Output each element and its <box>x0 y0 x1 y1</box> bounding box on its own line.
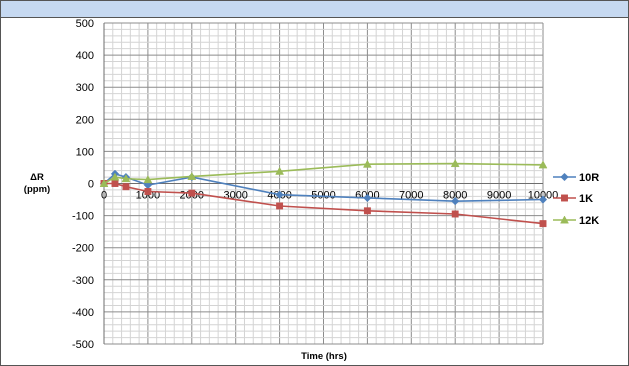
legend: 10R 1K 12K <box>553 172 599 227</box>
x-tick-label: 7000 <box>399 190 423 202</box>
y-tick-label: -500 <box>72 339 94 351</box>
data-point <box>539 220 547 228</box>
legend-marker <box>560 215 569 224</box>
data-point <box>110 172 120 181</box>
data-point <box>276 202 284 210</box>
y-tick-label: 300 <box>76 82 94 94</box>
legend-marker <box>560 172 569 182</box>
legend-entry-1k: 1K <box>553 193 593 205</box>
y-tick-label: 100 <box>76 146 94 158</box>
data-point <box>121 174 131 183</box>
data-point <box>275 190 284 199</box>
x-tick-label: 0 <box>101 190 107 202</box>
data-point <box>144 188 152 195</box>
y-axis-title: ΔR <box>30 172 44 183</box>
data-point <box>451 210 459 218</box>
data-point <box>538 160 548 169</box>
y-tick-label: -200 <box>72 243 94 255</box>
series <box>99 159 548 228</box>
data-point <box>187 171 197 180</box>
legend-label: 1K <box>579 193 593 205</box>
x-tick-label: 8000 <box>443 190 467 202</box>
x-axis-title: Time (hrs) <box>301 351 347 362</box>
header-band <box>1 1 628 18</box>
x-tick-label: 9000 <box>487 190 511 202</box>
legend-label: 10R <box>579 172 599 184</box>
data-point <box>362 159 372 168</box>
y-axis-unit: (ppm) <box>24 184 50 195</box>
y-tick-label: -400 <box>72 307 94 319</box>
data-point <box>451 197 460 206</box>
series-12k <box>99 159 548 187</box>
data-point <box>275 166 285 175</box>
y-tick-label: -100 <box>72 211 94 223</box>
data-point <box>111 180 119 187</box>
data-point <box>143 175 153 184</box>
data-point <box>450 159 460 168</box>
legend-marker <box>561 194 568 202</box>
data-point <box>363 193 372 203</box>
legend-entry-10r: 10R <box>553 172 599 184</box>
data-point <box>188 189 196 197</box>
data-point <box>99 178 109 187</box>
y-tick-label: 400 <box>76 50 94 62</box>
legend-label: 12K <box>579 215 599 227</box>
data-point <box>122 183 130 191</box>
series-1k <box>100 180 547 228</box>
y-tick-label: 500 <box>76 18 94 30</box>
data-point <box>538 195 548 204</box>
y-tick-label: 0 <box>88 179 94 191</box>
y-tick-label: -300 <box>72 275 94 287</box>
legend-entry-12k: 12K <box>553 215 599 227</box>
data-point <box>363 207 371 215</box>
y-tick-label: 200 <box>76 114 94 126</box>
